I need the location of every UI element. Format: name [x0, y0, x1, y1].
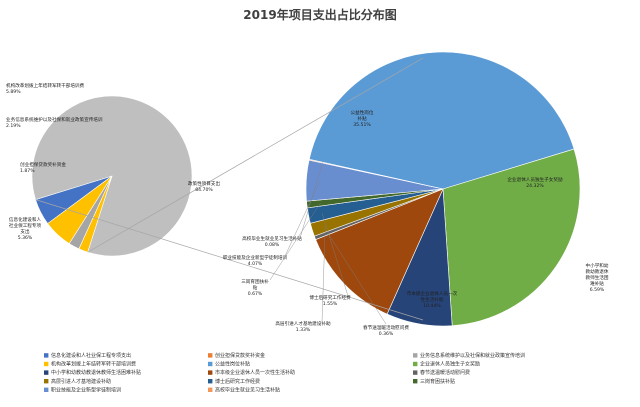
legend-swatch-1 — [208, 353, 213, 358]
label-s3-line-1: 性生活补助 — [421, 296, 444, 303]
legend-label-8: 春节送温暖活动慰问费 — [420, 369, 470, 376]
legend-label-12: 职业技能及企业新型学徒制培训 — [51, 386, 121, 393]
connector-line-bottom — [35, 199, 424, 321]
label-s9-line-0: 高校毕业生就业见习生活补贴 — [242, 235, 302, 242]
label-s2-line-2: 教师生活困 — [586, 274, 609, 281]
chart-title: 2019年项目支出占比分布图 — [243, 8, 397, 22]
label-p4-line-0: 机构改革划拨上年结转军转干部培训费 — [6, 82, 85, 89]
label-s6-line-0: 博士后研究工作经费 — [309, 294, 351, 301]
label-s2-line-4: 6.59% — [590, 287, 605, 293]
leader-line-s7 — [269, 202, 321, 281]
leader-line-s9 — [299, 162, 323, 239]
leader-line-s8 — [284, 181, 321, 257]
label-s0-line-2: 35.51% — [353, 122, 371, 128]
label-s2-line-1: 教幼教退休 — [586, 268, 609, 275]
label-s4-line-0: 春节送温暖活动慰问费 — [363, 324, 409, 331]
label-s1-line-0: 企业退休人员独生子女奖励 — [507, 176, 563, 183]
label-p0-line-0: 信息化建设和人 — [9, 216, 42, 223]
leader-line-s5 — [321, 225, 326, 323]
legend-swatch-3 — [44, 361, 49, 367]
connector-line-top — [87, 57, 424, 253]
legend-label-9: 高层引进人才基地建设补助 — [51, 378, 111, 385]
legend-label-2: 业务信息系统维护以及社保和就业政策宣传培训 — [420, 352, 525, 359]
label-s2-line-3: 难补贴 — [590, 280, 604, 287]
legend-label-13: 高校毕业生就业见习生活补贴 — [215, 386, 280, 393]
label-p1-line-1: 84.70% — [195, 187, 213, 193]
label-p3-line-0: 业务信息系统维护以及社保和就业政策宣传培训 — [6, 116, 103, 123]
label-s7-line-2: 0.67% — [248, 291, 263, 297]
label-s4-line-1: 0.36% — [379, 331, 394, 337]
label-s9-line-1: 0.08% — [265, 242, 280, 248]
primary-slice-4 — [47, 175, 113, 245]
label-p2-line-1: 1.87% — [20, 168, 35, 174]
label-s3-line-2: 10.44% — [423, 303, 441, 309]
label-s7-line-0: 三岗育困扶补 — [241, 278, 269, 285]
label-s3-line-0: 市本级企业退休人员一次 — [407, 290, 458, 297]
label-p2-line-0: 创业担保贷款奖补资金 — [20, 161, 66, 168]
legend-swatch-0 — [44, 353, 49, 358]
label-p4-line-1: 5.89% — [6, 89, 21, 95]
legend-swatch-8 — [413, 370, 418, 375]
legend-swatch-13 — [208, 387, 213, 392]
label-s8-line-1: 4.07% — [248, 261, 263, 267]
legend-label-11: 三岗育困扶补贴 — [420, 378, 455, 385]
legend-swatch-11 — [413, 379, 418, 384]
secondary-slice-9 — [308, 158, 444, 190]
label-s7-line-1: 贴 — [253, 284, 258, 291]
legend-swatch-5 — [413, 361, 418, 367]
label-p0-line-2: 支出 — [20, 228, 30, 235]
label-p0-line-3: 5.36% — [18, 235, 33, 241]
label-s1-line-1: 24.32% — [526, 183, 544, 189]
legend-label-7: 市本级企业退休人员一次性生活补助 — [215, 369, 295, 376]
label-s0-line-1: 补贴 — [357, 115, 367, 122]
leader-line-s4 — [327, 232, 387, 325]
secondary-slice-1 — [442, 148, 581, 327]
label-s8-line-0: 职业技能及企业新型学徒制培训 — [223, 254, 288, 261]
label-p0-line-1: 社业保工程专项 — [9, 222, 42, 229]
legend-label-1: 创业担保贷款奖补资金 — [215, 352, 265, 359]
legend-label-0: 信息化建设和人社业保工程专项支出 — [51, 352, 131, 359]
legend-label-5: 企业退休人员独生子女奖励 — [420, 361, 480, 368]
legend-swatch-6 — [44, 370, 49, 375]
legend-label-6: 中小学和幼教幼教退休教师生活困难补贴 — [51, 369, 141, 376]
label-s5-line-0: 高层引进人才基地建设补助 — [275, 320, 331, 327]
leader-line-s6 — [321, 212, 349, 297]
label-s0-line-0: 公益性岗位 — [351, 109, 374, 116]
secondary-slice-0 — [308, 51, 575, 190]
legend-swatch-7 — [208, 370, 213, 375]
label-s6-line-1: 1.55% — [323, 301, 338, 307]
legend-swatch-9 — [44, 379, 49, 384]
legend-swatch-4 — [208, 361, 213, 367]
label-p1-line-0: 政策性项目支出 — [188, 180, 221, 187]
label-s5-line-1: 1.33% — [296, 327, 311, 333]
legend-label-10: 博士后研究工作经费 — [215, 378, 260, 385]
legend-swatch-10 — [208, 379, 213, 384]
legend-label-4: 公益性岗位补贴 — [215, 361, 250, 368]
legend-swatch-2 — [413, 353, 418, 358]
label-s2-line-0: 中小学和幼 — [586, 262, 609, 269]
legend-swatch-12 — [44, 387, 49, 392]
label-p3-line-1: 2.19% — [6, 123, 21, 129]
legend-label-3: 机构改革划拨上年结转军转干部培训费 — [51, 361, 136, 368]
